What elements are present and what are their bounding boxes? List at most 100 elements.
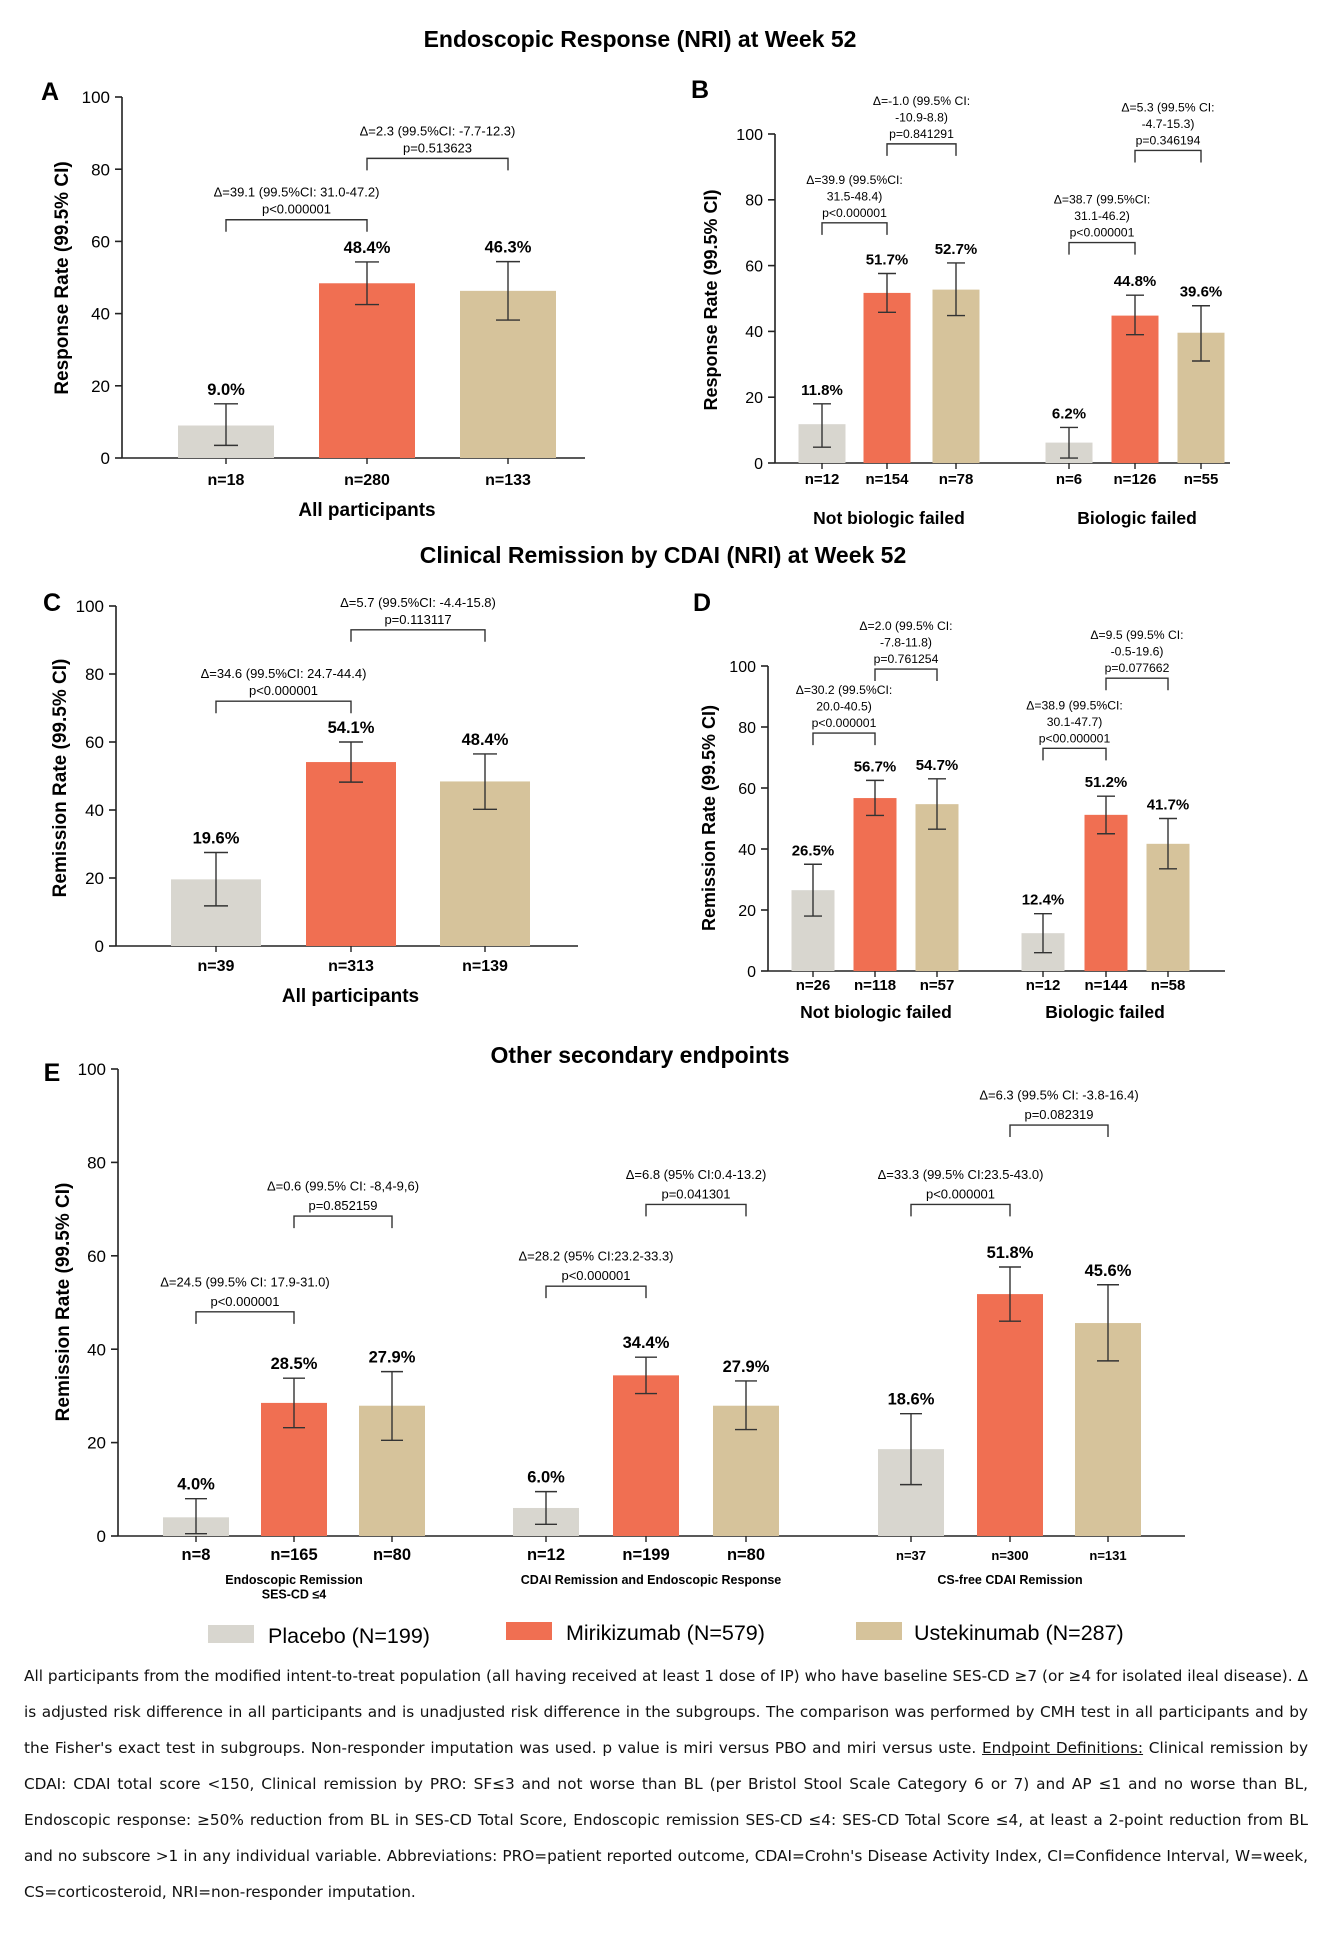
comparison-label-e: Δ=28.2 (95% CI:23.2-33.3) bbox=[518, 1249, 673, 1264]
footnote-text: All participants from the modified inten… bbox=[24, 1667, 1308, 1757]
comparison-label-b: 31.5-48.4) bbox=[827, 189, 883, 203]
comparison-label-b: Δ=38.7 (99.5%CI: bbox=[1054, 193, 1151, 207]
value-label-c: 48.4% bbox=[462, 731, 509, 749]
bar-d bbox=[915, 804, 959, 971]
comparison-label-b: p<0.000001 bbox=[822, 206, 887, 220]
panel-c-chart: C 0 20 40 60 80 100 Remission Rate (99.5% CI) 19… bbox=[43, 589, 578, 1007]
y-tick-label-d: 20 bbox=[738, 903, 756, 920]
value-label-e: 4.0% bbox=[177, 1476, 215, 1494]
comparison-label-e: Δ=6.3 (99.5% CI: -3.8-16.4) bbox=[979, 1088, 1138, 1103]
comparison-label-a: p<0.000001 bbox=[262, 202, 331, 217]
category-label-e: CS-free CDAI Remission bbox=[937, 1573, 1082, 1587]
y-tick-label-d: 100 bbox=[729, 659, 756, 676]
comparison-label-e: p<0.000001 bbox=[926, 1186, 995, 1201]
legend: Placebo (N=199) Mirikizumab (N=579) Uste… bbox=[208, 1621, 1124, 1648]
n-label-a: n=18 bbox=[208, 472, 245, 489]
y-tick-label-c: 80 bbox=[85, 665, 104, 684]
value-label-e: 34.4% bbox=[623, 1334, 670, 1352]
category-label-a: All participants bbox=[298, 500, 435, 521]
y-tick-label-b: 80 bbox=[745, 193, 763, 210]
y-tick-label-a: 0 bbox=[101, 449, 110, 468]
comparison-label-d: Δ=38.9 (99.5%CI: bbox=[1026, 698, 1123, 712]
category-label-c: All participants bbox=[282, 986, 419, 1007]
panel-letter-c: C bbox=[43, 589, 61, 617]
comparison-bracket-c bbox=[350, 629, 486, 642]
n-label-e: n=8 bbox=[182, 1546, 211, 1564]
category-label-b: Biologic failed bbox=[1077, 508, 1197, 528]
legend-swatch-mirikizumab bbox=[506, 1622, 552, 1640]
n-label-c: n=39 bbox=[198, 958, 235, 975]
comparison-label-d: -0.5-19.6) bbox=[1111, 645, 1164, 659]
value-label-a: 46.3% bbox=[485, 239, 532, 257]
n-label-d: n=144 bbox=[1085, 977, 1129, 994]
category-label-d: Not biologic failed bbox=[800, 1002, 952, 1022]
y-tick-label-c: 60 bbox=[85, 733, 104, 752]
category-label-e: SES-CD ≤4 bbox=[262, 1588, 327, 1602]
y-tick-label-b: 100 bbox=[736, 127, 763, 144]
comparison-label-b: -4.7-15.3) bbox=[1142, 117, 1195, 131]
category-label-d: Biologic failed bbox=[1045, 1002, 1165, 1022]
value-label-e: 28.5% bbox=[271, 1355, 318, 1373]
comparison-bracket-a bbox=[366, 157, 509, 171]
comparison-label-e: Δ=33.3 (99.5% CI:23.5-43.0) bbox=[878, 1167, 1044, 1182]
comparison-label-a: Δ=2.3 (99.5%CI: -7.7-12.3) bbox=[360, 123, 516, 138]
value-label-e: 45.6% bbox=[1085, 1262, 1132, 1280]
legend-label-ustekinumab: Ustekinumab (N=287) bbox=[914, 1621, 1124, 1645]
legend-label-mirikizumab: Mirikizumab (N=579) bbox=[566, 1621, 765, 1645]
y-axis-label-e: Remission Rate (99.5% CI) bbox=[53, 1183, 74, 1422]
comparison-bracket-e bbox=[195, 1311, 295, 1324]
category-label-e: Endoscopic Remission bbox=[225, 1573, 363, 1587]
n-label-e: n=165 bbox=[270, 1546, 317, 1564]
y-tick-label-d: 80 bbox=[738, 720, 756, 737]
n-label-e: n=12 bbox=[527, 1546, 565, 1564]
y-tick-label-a: 40 bbox=[91, 305, 110, 324]
footnote-endpoint-definitions: Endpoint Definitions: bbox=[982, 1739, 1144, 1757]
n-label-e: n=131 bbox=[1089, 1548, 1126, 1563]
comparison-label-b: p=0.841291 bbox=[889, 127, 954, 141]
bar-a bbox=[319, 283, 415, 458]
section-title-other: Other secondary endpoints bbox=[490, 1042, 789, 1068]
comparison-label-b: p<0.000001 bbox=[1070, 226, 1135, 240]
value-label-e: 27.9% bbox=[723, 1358, 770, 1376]
comparison-label-e: p<0.000001 bbox=[210, 1294, 279, 1309]
y-axis-label-b: Response Rate (99.5% CI) bbox=[701, 189, 721, 410]
comparison-label-c: Δ=34.6 (99.5%CI: 24.7-44.4) bbox=[201, 666, 367, 681]
n-label-e: n=37 bbox=[896, 1548, 926, 1563]
comparison-bracket-b bbox=[821, 222, 888, 235]
y-tick-label-e: 20 bbox=[87, 1434, 106, 1453]
y-tick-label-b: 40 bbox=[745, 324, 763, 341]
legend-label-placebo: Placebo (N=199) bbox=[268, 1624, 430, 1648]
comparison-label-c: Δ=5.7 (99.5%CI: -4.4-15.8) bbox=[340, 595, 496, 610]
legend-swatch-ustekinumab bbox=[856, 1622, 902, 1640]
y-tick-label-a: 60 bbox=[91, 233, 110, 252]
comparison-bracket-e bbox=[910, 1203, 1011, 1217]
comparison-label-a: p=0.513623 bbox=[403, 140, 472, 155]
comparison-label-e: p<0.000001 bbox=[561, 1268, 630, 1283]
y-tick-label-c: 40 bbox=[85, 801, 104, 820]
n-label-d: n=57 bbox=[920, 977, 955, 994]
value-label-b: 39.6% bbox=[1180, 284, 1223, 301]
footnote-text-definitions: Clinical remission by CDAI: CDAI total s… bbox=[24, 1739, 1309, 1901]
n-label-e: n=80 bbox=[373, 1546, 411, 1564]
comparison-bracket-b bbox=[1068, 241, 1136, 255]
y-axis-label-c: Remission Rate (99.5% CI) bbox=[50, 659, 71, 898]
comparison-label-d: p=0.761254 bbox=[874, 652, 939, 666]
bar-b bbox=[863, 292, 911, 463]
bar-d bbox=[853, 798, 897, 971]
value-label-c: 54.1% bbox=[328, 719, 375, 737]
section-title-endoscopic: Endoscopic Response (NRI) at Week 52 bbox=[424, 26, 857, 52]
comparison-bracket-c bbox=[215, 700, 352, 714]
y-tick-label-e: 60 bbox=[87, 1247, 106, 1266]
n-label-b: n=12 bbox=[805, 471, 840, 488]
comparison-label-d: p<0.000001 bbox=[812, 716, 877, 730]
value-label-d: 54.7% bbox=[916, 757, 959, 774]
comparison-label-b: Δ=5.3 (99.5% CI: bbox=[1121, 100, 1214, 114]
n-label-b: n=78 bbox=[939, 471, 974, 488]
comparison-label-e: p=0.082319 bbox=[1024, 1107, 1093, 1122]
comparison-label-b: p=0.346194 bbox=[1136, 133, 1201, 147]
comparison-bracket-d bbox=[1042, 747, 1107, 761]
n-label-d: n=58 bbox=[1151, 977, 1186, 994]
bar-b bbox=[1111, 315, 1159, 463]
n-label-d: n=26 bbox=[796, 977, 831, 994]
value-label-b: 52.7% bbox=[935, 241, 978, 258]
